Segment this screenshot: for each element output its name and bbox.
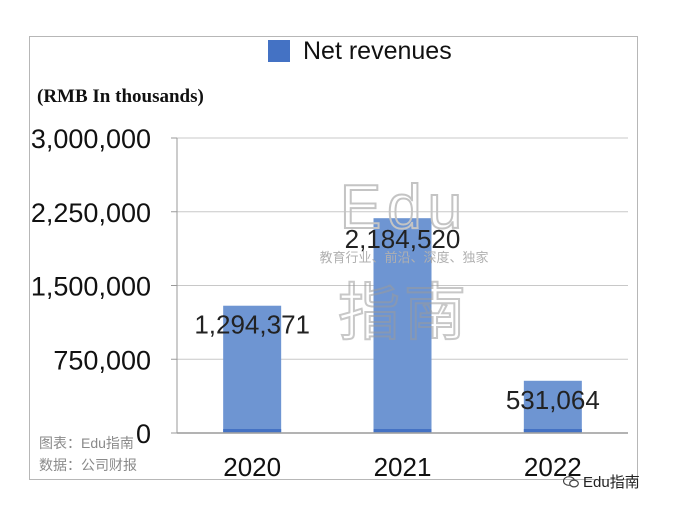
y-tick-label: 750,000 — [53, 345, 151, 375]
watermark-tagline: 教育行业、前沿、深度、独家 — [319, 250, 488, 266]
watermark-logo-bottom: 指南 — [338, 276, 470, 349]
y-tick-label: 0 — [136, 419, 151, 449]
legend: Net revenues — [268, 36, 452, 66]
y-tick-label: 1,500,000 — [31, 272, 151, 302]
legend-label: Net revenues — [303, 36, 452, 65]
data-label: 2,184,520 — [345, 224, 461, 254]
bar-2022 — [523, 380, 582, 433]
watermark-logo-top: Edu — [340, 173, 468, 242]
x-tick-label: 2020 — [223, 452, 281, 482]
legend-swatch — [268, 40, 290, 62]
data-label: 1,294,371 — [194, 310, 310, 340]
brand-label: Edu指南 — [583, 474, 640, 491]
chart-credit: 图表：Edu指南 — [39, 435, 134, 451]
bar-base — [373, 429, 432, 432]
y-tick-label: 2,250,000 — [31, 198, 151, 228]
bar-2021 — [373, 218, 432, 433]
wechat-icon — [563, 475, 579, 488]
bar-base — [523, 429, 582, 432]
unit-label: (RMB In thousands) — [37, 86, 204, 107]
y-tick-label: 3,000,000 — [31, 124, 151, 154]
chart-frame — [29, 36, 638, 480]
data-label: 531,064 — [506, 385, 600, 415]
brand-badge: Edu指南 — [563, 471, 640, 492]
x-tick-label: 2021 — [374, 452, 432, 482]
data-source: 数据：公司财报 — [39, 457, 137, 473]
bar-2020 — [223, 305, 282, 433]
bar-base — [223, 429, 282, 432]
